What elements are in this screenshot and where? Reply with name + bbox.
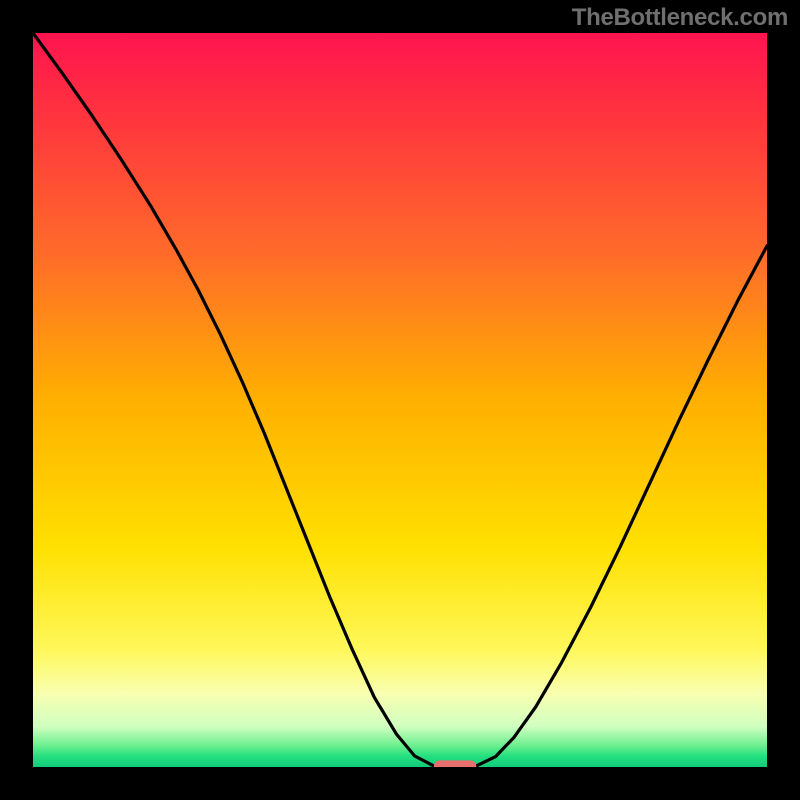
optimal-marker bbox=[434, 760, 477, 767]
watermark-text: TheBottleneck.com bbox=[572, 4, 788, 32]
bottleneck-chart bbox=[33, 33, 767, 767]
gradient-background bbox=[33, 33, 767, 767]
chart-frame: TheBottleneck.com bbox=[0, 0, 800, 800]
